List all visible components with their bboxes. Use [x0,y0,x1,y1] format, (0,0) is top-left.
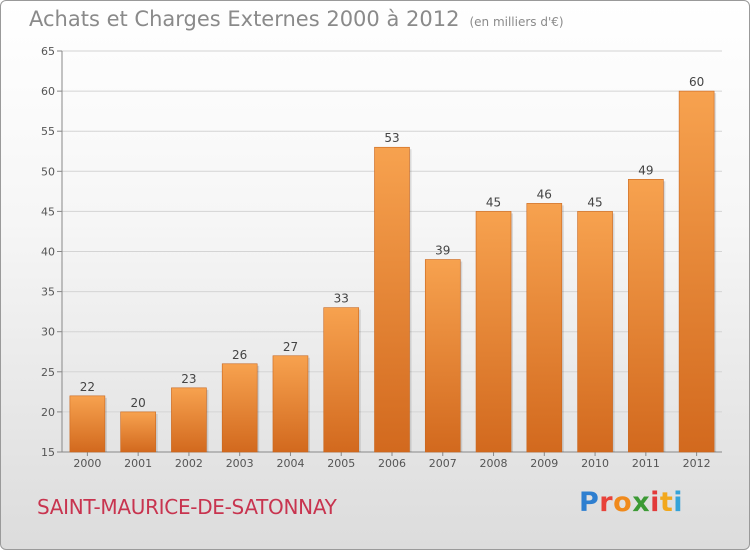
bar [323,307,360,453]
bar [221,363,258,453]
x-tick-label: 2010 [581,457,609,470]
data-label: 45 [486,195,501,209]
y-tick-label: 30 [41,326,55,339]
commune-name: SAINT-MAURICE-DE-SATONNAY [37,495,337,519]
y-tick-label: 15 [41,446,55,459]
x-tick-label: 2011 [632,457,660,470]
y-tick-label: 40 [41,246,55,259]
y-tick-label: 25 [41,366,55,379]
chart-title: Achats et Charges Externes 2000 à 2012 (e… [29,7,564,31]
bar [374,146,410,453]
bar [171,387,207,453]
data-label: 49 [638,163,653,177]
chart-unit: (en milliers d'€) [469,15,564,29]
bar [424,259,461,453]
x-tick-label: 2012 [683,457,711,470]
y-tick-label: 55 [41,125,55,138]
x-tick-label: 2002 [175,457,203,470]
y-tick-label: 65 [41,45,55,58]
x-tick-label: 2009 [530,457,558,470]
bar [272,355,309,453]
data-label: 27 [283,340,298,354]
bars [69,90,717,453]
x-tick-label: 2001 [124,457,152,470]
logo-letter: P [579,487,600,518]
bar [69,395,106,453]
logo-letter: i [673,487,684,518]
x-tick-label: 2008 [480,457,508,470]
data-label: 53 [384,131,399,145]
data-label: 23 [181,372,196,386]
y-tick-label: 50 [41,165,55,178]
data-label: 26 [232,348,247,362]
logo-letter: r [599,487,614,518]
x-tick-label: 2000 [73,457,101,470]
data-label: 33 [334,292,349,306]
logo-letter: t [659,487,674,518]
logo-letter: i [650,487,660,518]
y-tick-label: 20 [41,406,55,419]
logo-letter: o [613,487,633,518]
logo-letter: x [632,487,651,518]
data-label: 20 [131,396,146,410]
data-label: 60 [689,75,704,89]
chart-title-text: Achats et Charges Externes 2000 à 2012 [29,7,460,31]
x-tick-label: 2003 [226,457,254,470]
bar [120,411,156,453]
bar [475,211,512,453]
data-label: 39 [435,244,450,258]
labels: 15 20 25 30 35 40 45 50 55 60 65 22 2000 20 2001 23 2002… [41,45,711,470]
x-tick-label: 2005 [327,457,355,470]
data-label: 22 [80,380,95,394]
proxiti-logo[interactable]: Proxiti [579,487,683,518]
bar [628,179,664,453]
y-tick-label: 35 [41,286,55,299]
x-tick-label: 2007 [429,457,457,470]
data-label: 45 [587,195,602,209]
y-tick-label: 60 [41,85,55,98]
x-tick-label: 2004 [276,457,304,470]
bar [526,203,563,453]
y-tick-label: 45 [41,205,55,218]
bar [678,90,715,453]
data-label: 46 [537,187,552,201]
bar [577,211,613,453]
x-tick-label: 2006 [378,457,406,470]
